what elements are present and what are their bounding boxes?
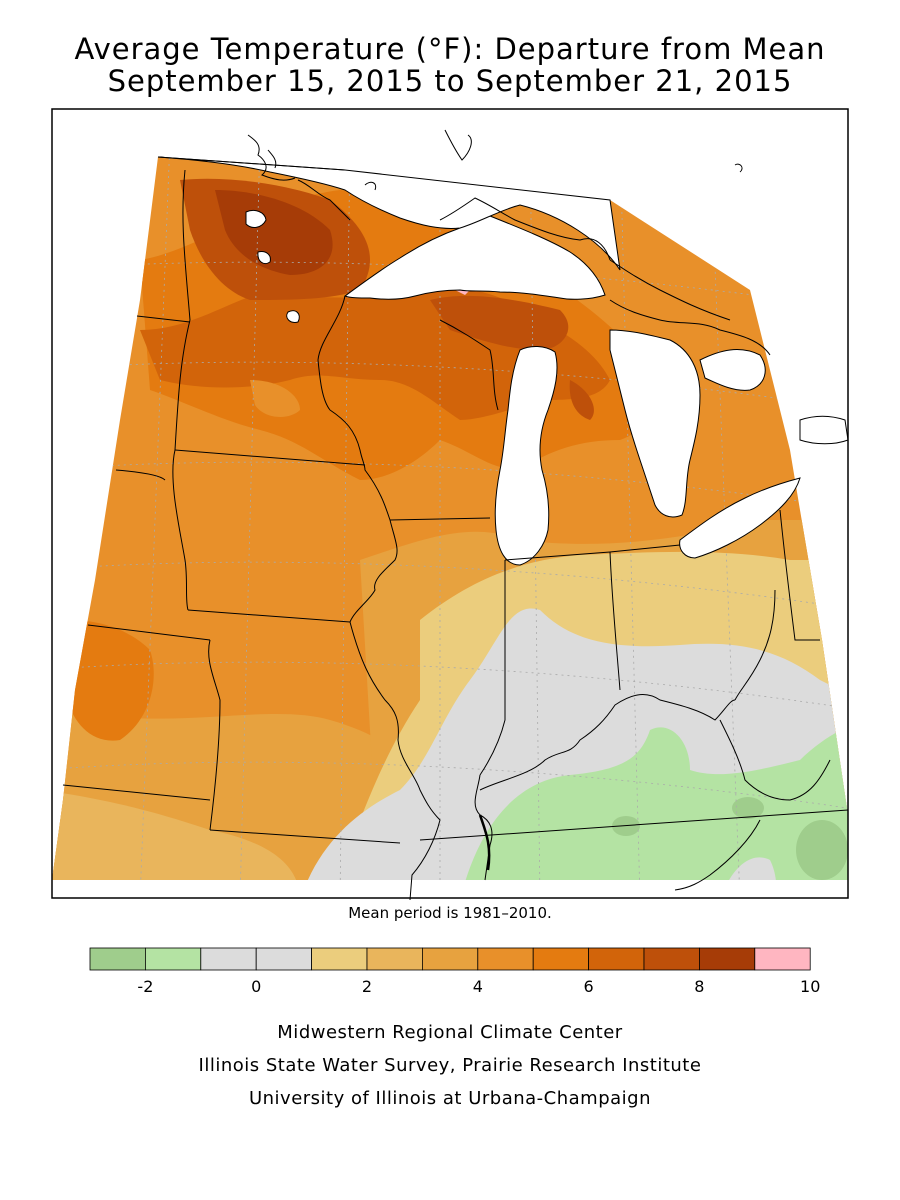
- legend-tick-label: -2: [137, 977, 153, 996]
- legend-box: [89, 947, 146, 971]
- map-title-line-1: Average Temperature (°F): Departure from…: [74, 32, 826, 66]
- legend-box: [366, 947, 423, 971]
- legend-box: [421, 947, 479, 971]
- legend-box: [532, 947, 590, 971]
- legend-box: [754, 947, 811, 971]
- legend-tick-label: 10: [800, 977, 820, 996]
- credit-line-2: Illinois State Water Survey, Prairie Res…: [198, 1055, 702, 1076]
- legend-box: [311, 947, 368, 971]
- map-frame: [51, 108, 849, 899]
- legend-box: [255, 947, 313, 971]
- legend-tick-label: 4: [473, 977, 483, 996]
- mean-period-note: Mean period is 1981–2010.: [348, 904, 552, 922]
- legend-tick-label: 6: [584, 977, 594, 996]
- canada-coast: [157, 156, 621, 271]
- state-borders: [62, 156, 849, 901]
- legend-tick-label: 8: [694, 977, 704, 996]
- legend-box: [144, 947, 202, 971]
- northern-coastlines: [247, 129, 771, 356]
- legend-box: [477, 947, 534, 971]
- legend-tick-label: 2: [362, 977, 372, 996]
- legend-box: [588, 947, 645, 971]
- legend-box: [643, 947, 700, 971]
- legend-box: [200, 947, 257, 971]
- great-lakes: [245, 209, 849, 566]
- legend-box: [699, 947, 756, 971]
- legend-tick-label: 0: [251, 977, 261, 996]
- credit-line-1: Midwestern Regional Climate Center: [277, 1022, 623, 1043]
- map-title-line-2: September 15, 2015 to September 21, 2015: [107, 64, 793, 98]
- legend-tick-labels: -2 0 2 4 6 8 10: [137, 977, 820, 996]
- credit-line-3: University of Illinois at Urbana-Champai…: [248, 1088, 652, 1109]
- legend-color-boxes: [89, 947, 811, 971]
